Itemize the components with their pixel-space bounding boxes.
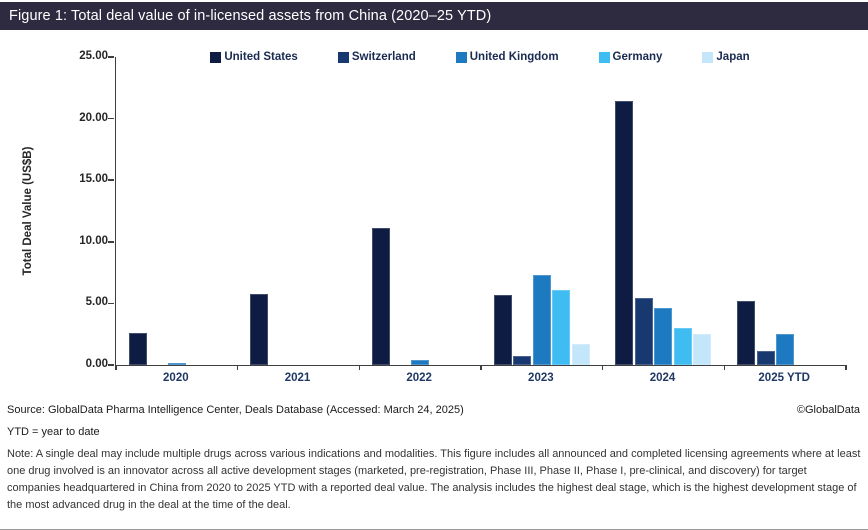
bar [493,294,512,365]
x-category-label: 2022 [406,372,432,384]
legend-item: United States [210,51,298,63]
y-tick-mark [108,117,114,120]
legend-item: United Kingdom [455,51,559,63]
x-tick-mark [115,365,117,370]
legend-label: Switzerland [351,51,416,63]
legend-swatch-icon [455,51,467,63]
bar [654,308,673,365]
y-tick-label: 25.00 [79,50,108,62]
bar [615,101,634,365]
bar-group [238,57,360,365]
bar [693,334,712,365]
y-tick-mark [108,241,114,243]
y-tick-mark [108,56,114,58]
x-tick-mark [601,365,604,370]
bar-group [481,57,603,365]
y-tick-label: 15.00 [79,173,108,186]
legend-label: Germany [612,51,663,63]
bar-group [724,57,846,365]
legend-item: Switzerland [337,51,416,63]
bar [250,293,269,365]
legend-swatch-icon [337,51,349,63]
legend-label: United States [224,51,298,63]
x-category-label: 2021 [284,372,311,384]
y-tick-mark [108,364,114,366]
x-tick-mark [723,365,726,370]
bar-group [359,57,481,365]
legend: United States Switzerland United Kingdom Ge… [115,51,845,63]
legend-label: United Kingdom [469,51,559,63]
y-tick-label: 10.00 [79,234,108,247]
figure-title: Figure 1: Total deal value of in-license… [0,2,868,30]
bar [634,298,653,365]
bar [411,360,430,365]
plot-area [108,56,847,370]
bar [571,344,590,365]
x-category-label: 2020 [163,372,189,384]
bar [372,228,391,365]
legend-swatch-icon [598,51,610,63]
bar [532,275,551,365]
bar [167,363,186,365]
x-tick-mark [845,365,847,370]
bar [673,328,692,365]
figure-note: Note: A single deal may include multiple… [7,448,861,511]
bar [776,334,795,365]
ytd-note: YTD = year to date [7,426,100,438]
y-tick-mark [108,179,114,181]
legend-item: Japan [702,51,750,63]
legend-label: Japan [716,51,750,63]
source-text: Source: GlobalData Pharma Intelligence C… [7,404,464,416]
bar [737,300,756,365]
y-tick-label: 5.00 [85,296,108,309]
bar [756,351,775,365]
bar [552,289,571,365]
bar-group [116,57,238,365]
y-tick-label: 0.00 [85,358,108,370]
legend-item: Germany [598,51,663,63]
legend-swatch-icon [210,51,222,63]
y-tick-label: 20.00 [79,111,108,124]
copyright-text: ©GlobalData [796,404,860,416]
x-category-label: 2025 YTD [758,372,810,384]
x-tick-mark [480,365,482,370]
y-axis-title: Total Deal Value (US$B) [22,146,34,276]
y-tick-mark [108,302,114,305]
x-tick-mark [236,365,239,370]
bar [513,356,532,365]
legend-swatch-icon [702,51,714,63]
x-axis-labels: 2020 2021 2022 2023 2024 2025 YTD [115,372,845,384]
x-category-label: 2024 [649,372,676,384]
x-tick-mark [358,365,361,370]
bar [128,332,147,365]
x-category-label: 2023 [528,372,554,384]
bar-group [603,57,725,365]
